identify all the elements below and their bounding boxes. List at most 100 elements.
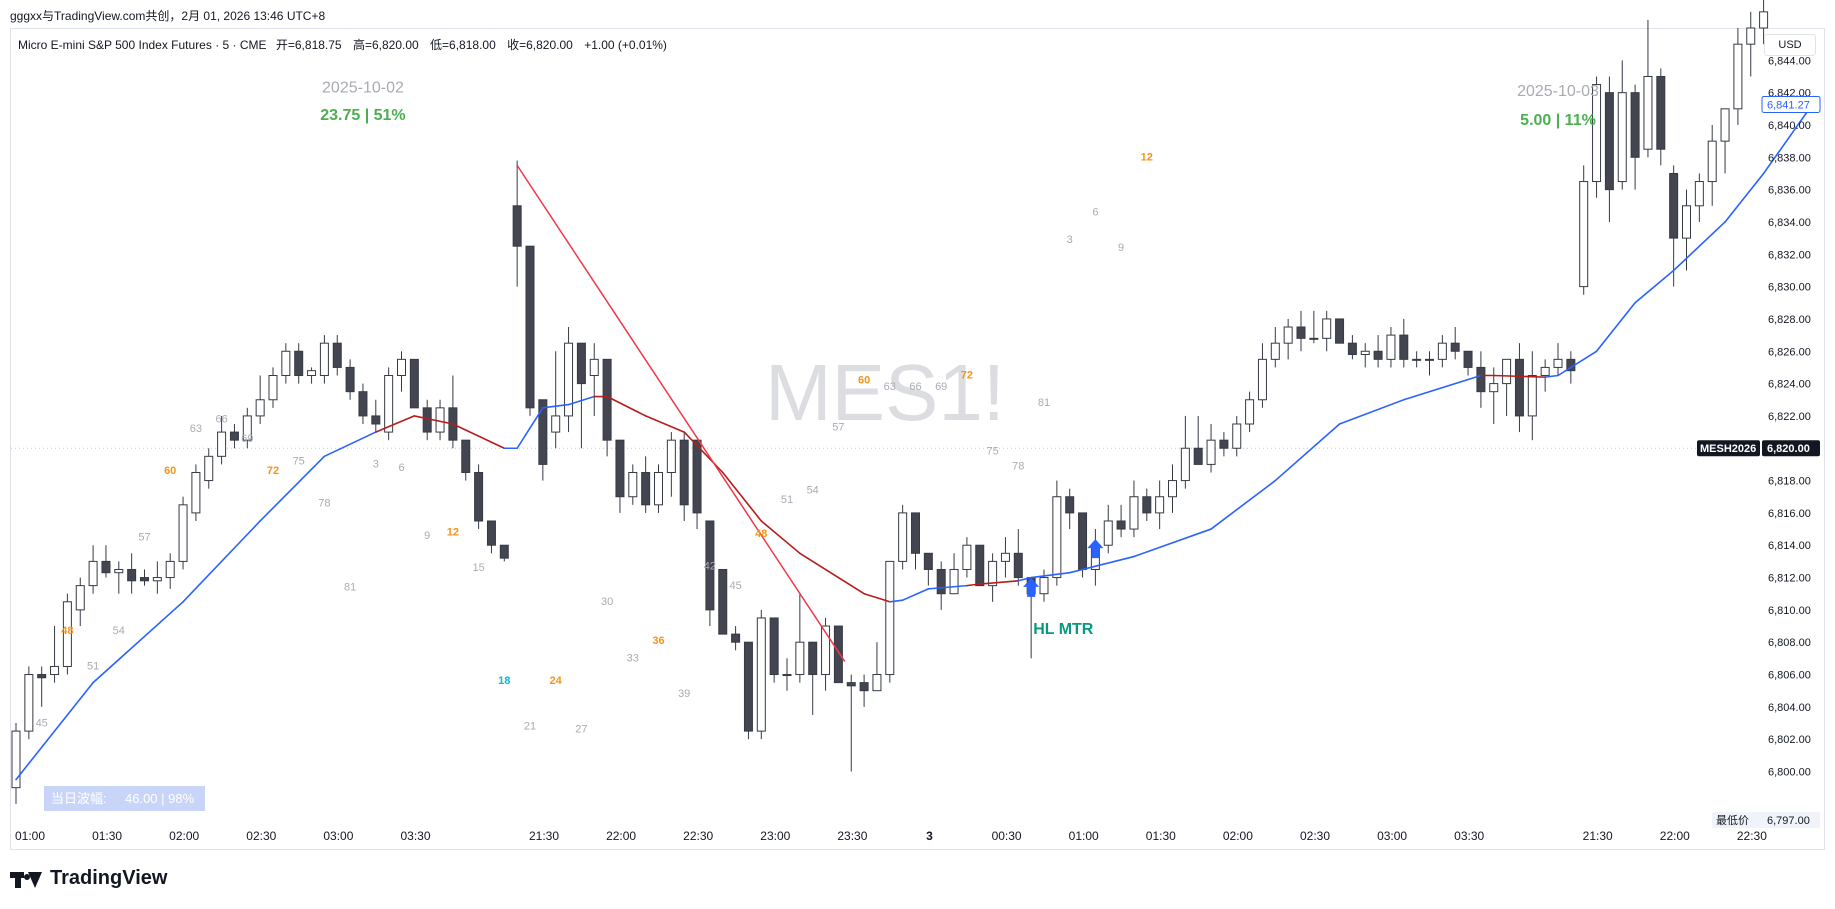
symbol-tag-bg [1697, 440, 1760, 457]
candle-body [885, 560, 895, 676]
candle [551, 351, 561, 449]
y-tick-label: 6,804.00 [1768, 702, 1811, 714]
candle [332, 335, 342, 376]
candle-body [1694, 181, 1704, 207]
y-tick-label: 6,828.00 [1768, 314, 1811, 326]
candle-body [75, 585, 85, 611]
ema-segment [1724, 172, 1765, 223]
candles [11, 0, 1769, 804]
candle [11, 723, 21, 804]
candle-body [821, 625, 831, 676]
candle [1245, 391, 1255, 433]
candle-body [1540, 366, 1550, 377]
symbol-title[interactable]: Micro E-mini S&P 500 Index Futures · 5 ·… [18, 38, 267, 52]
candle-body [255, 399, 265, 417]
candle-body [1502, 358, 1512, 385]
y-tick-label: 6,808.00 [1768, 637, 1811, 649]
candle-body [512, 205, 522, 247]
candle [1103, 504, 1113, 554]
candle-body [564, 342, 574, 417]
symbol-tag-label: MESH2026 [1700, 443, 1756, 455]
candle [50, 626, 60, 683]
candle [268, 367, 278, 408]
candle-body [538, 399, 548, 465]
x-tick-label: 22:00 [606, 829, 636, 843]
candle-body [1553, 358, 1563, 368]
candle [294, 343, 304, 384]
candle [911, 512, 920, 570]
x-tick-label: 23:30 [837, 829, 867, 843]
candle-body [1155, 496, 1165, 514]
candle [461, 439, 471, 481]
ema-segment [374, 415, 416, 433]
bar-count-label: 66 [909, 381, 921, 393]
y-tick-label: 6,802.00 [1768, 734, 1811, 746]
candle-body [1759, 11, 1769, 29]
x-tick-label: 03:30 [400, 829, 430, 843]
price-tag-bg [1761, 95, 1821, 113]
candle-body [808, 641, 818, 676]
bar-count-label: 72 [267, 465, 279, 477]
currency-button[interactable]: USD [1764, 34, 1816, 56]
candle [1335, 318, 1345, 344]
ema-segment [182, 520, 261, 603]
candle [923, 552, 933, 586]
candle-body [409, 358, 419, 409]
tradingview-logo-icon [10, 868, 44, 890]
candle [898, 504, 908, 570]
candle [1463, 350, 1473, 376]
candle [1142, 488, 1152, 521]
candle-body [769, 617, 779, 676]
bar-count-label: 75 [293, 455, 305, 467]
ema-segment [542, 403, 570, 409]
candle-body [1103, 520, 1113, 546]
ema-segment [452, 423, 506, 450]
x-tick-label: 02:30 [246, 829, 276, 843]
bar-count-label: 72 [961, 370, 973, 382]
candle-body [718, 568, 728, 635]
ema-segment [1017, 576, 1032, 582]
candle [140, 569, 149, 586]
candle [255, 375, 265, 424]
candle [833, 625, 843, 684]
candle-body [1347, 342, 1357, 355]
tradingview-logo[interactable]: TradingView [10, 867, 167, 890]
candle [615, 439, 625, 513]
candle [1733, 28, 1743, 125]
high-value: 高=6,820.00 [352, 38, 419, 52]
candle [692, 439, 702, 530]
ema-segment [15, 681, 94, 781]
candle [1283, 318, 1293, 360]
price-tag-value: 6,841.27 [1767, 99, 1810, 111]
ema-segment [683, 431, 724, 474]
candle [88, 545, 98, 594]
bar-count-label: 21 [524, 720, 536, 732]
up-arrow-icon [1087, 539, 1104, 559]
candle [1579, 165, 1589, 295]
ema-segment [1274, 423, 1341, 482]
candle-body [1630, 92, 1640, 158]
candle-body [165, 560, 175, 579]
price-tag: MESH2026 6,820.00 [1697, 440, 1820, 457]
ema-segment [901, 588, 930, 601]
x-tick-label: 3 [926, 829, 933, 843]
ema-segment [863, 592, 891, 603]
bar-count-label: 45 [729, 580, 741, 592]
candle [101, 545, 111, 578]
candle-body [499, 544, 509, 559]
bar-count-label: 78 [318, 497, 330, 509]
candle [705, 520, 715, 627]
day-summary-label: 2025-10-02 [322, 80, 404, 97]
candle [859, 674, 869, 707]
candle-body [1360, 350, 1370, 355]
candle-body [679, 439, 689, 506]
candle [821, 617, 831, 691]
candle-body [358, 391, 368, 417]
ema-segment [1338, 398, 1405, 425]
candle [1078, 512, 1088, 578]
candle-body [217, 431, 227, 457]
bar-count-label: 81 [1038, 397, 1050, 409]
low-tag-label: 最低价 [1716, 814, 1749, 827]
bar-count-label: 78 [1012, 460, 1024, 472]
